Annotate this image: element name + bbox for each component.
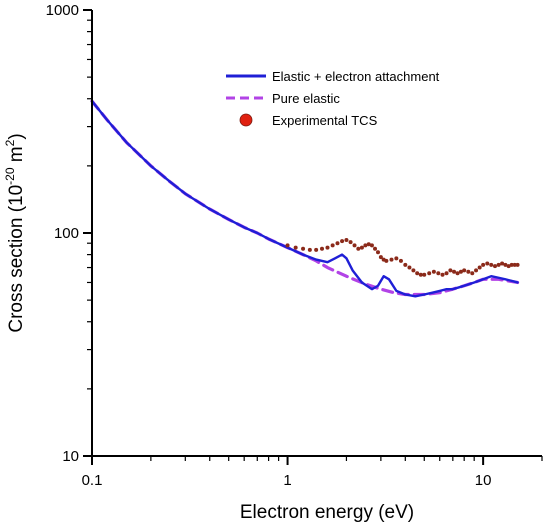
- data-point: [301, 246, 306, 251]
- data-point: [363, 243, 368, 248]
- data-point: [320, 246, 325, 251]
- y-tick-label: 1000: [46, 2, 79, 19]
- data-point: [455, 271, 460, 276]
- series-experimental-tcs: [285, 238, 520, 277]
- data-point: [474, 268, 479, 273]
- data-point: [340, 239, 345, 244]
- data-point: [427, 271, 432, 276]
- y-axis-title-main: Cross section (10: [6, 185, 27, 333]
- y-tick-label: 100: [54, 225, 79, 242]
- data-point: [307, 247, 312, 252]
- legend-label-elastic-attachment: Elastic + electron attachment: [272, 69, 440, 84]
- data-point: [369, 243, 374, 248]
- data-point: [359, 245, 364, 250]
- y-axis-title-square: 2: [3, 139, 17, 146]
- data-point: [485, 261, 490, 266]
- series-line-pure-elastic: [90, 99, 520, 297]
- data-point: [431, 269, 436, 274]
- y-tick-label: 10: [62, 448, 79, 465]
- x-axis-title: Electron energy (eV): [240, 502, 414, 523]
- data-point: [444, 271, 449, 276]
- data-point: [415, 271, 420, 276]
- data-point: [458, 269, 463, 274]
- data-point: [448, 268, 453, 273]
- data-point: [411, 268, 416, 273]
- series-layer: [90, 99, 520, 298]
- data-point: [335, 241, 340, 246]
- data-point: [407, 265, 412, 270]
- data-point: [330, 243, 335, 248]
- data-point: [489, 262, 494, 267]
- x-tick-label: 10: [475, 472, 492, 489]
- y-axis-title-unit: m: [6, 146, 27, 167]
- data-point: [356, 246, 361, 251]
- ticks-layer: 0.1 1 10 10 100 1000: [46, 2, 543, 489]
- data-point: [373, 246, 378, 251]
- data-point: [470, 271, 475, 276]
- data-point: [378, 255, 383, 260]
- legend-marker-experimental: [239, 113, 253, 127]
- data-point: [418, 272, 423, 277]
- data-point: [477, 265, 482, 270]
- data-point: [348, 240, 353, 245]
- data-point: [398, 258, 403, 263]
- legend-label-experimental-tcs: Experimental TCS: [272, 113, 378, 128]
- data-point: [515, 262, 520, 267]
- data-point: [466, 269, 471, 274]
- data-point: [325, 245, 330, 250]
- data-point: [452, 269, 457, 274]
- data-point: [506, 264, 511, 269]
- data-point: [503, 262, 508, 267]
- data-point: [440, 272, 445, 277]
- data-point: [375, 250, 380, 255]
- legend-label-pure-elastic: Pure elastic: [272, 91, 340, 106]
- data-point: [496, 262, 501, 267]
- data-point: [492, 264, 497, 269]
- data-point: [422, 272, 427, 277]
- data-point: [403, 262, 408, 267]
- data-point: [389, 257, 394, 262]
- data-point: [293, 245, 298, 250]
- data-point: [512, 262, 517, 267]
- y-axis-title-close: ): [6, 133, 27, 139]
- data-point: [366, 242, 371, 247]
- data-point: [314, 247, 319, 252]
- y-axis-title: Cross section (10-20 m2): [3, 133, 27, 332]
- data-point: [352, 243, 357, 248]
- x-tick-label: 1: [283, 472, 291, 489]
- legend: Elastic + electron attachment Pure elast…: [226, 69, 440, 128]
- y-axis-title-exponent: -20: [3, 167, 17, 185]
- data-point: [481, 262, 486, 267]
- series-line-elastic-electron-attachment: [90, 99, 519, 298]
- data-point: [285, 243, 290, 248]
- data-point: [462, 268, 467, 273]
- data-point: [394, 256, 399, 261]
- data-point: [509, 262, 514, 267]
- data-point: [344, 238, 349, 243]
- data-point: [500, 261, 505, 266]
- x-tick-label: 0.1: [82, 472, 103, 489]
- data-point: [436, 271, 441, 276]
- data-point: [384, 258, 389, 263]
